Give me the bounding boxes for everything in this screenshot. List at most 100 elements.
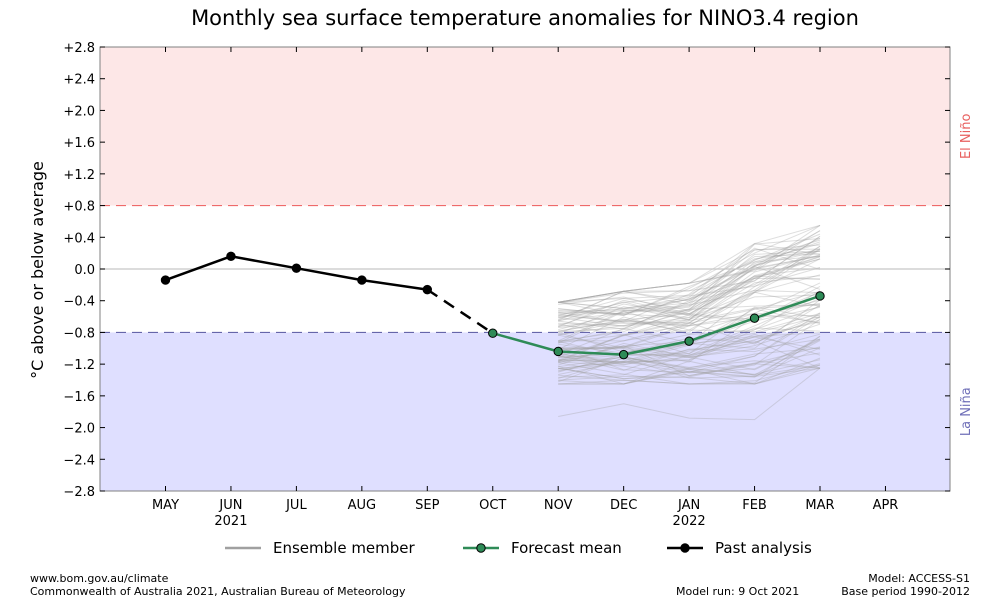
ensemble-member-line — [558, 356, 821, 375]
el-nino-label: El Niño — [959, 114, 974, 160]
ensemble-member-line — [558, 304, 821, 345]
ensemble-member-line — [558, 267, 821, 319]
legend-forecast-mean-marker — [476, 543, 486, 553]
ensemble-member-line — [558, 364, 821, 385]
y-tick-label: +2.0 — [63, 104, 95, 119]
y-tick-label: +1.6 — [63, 136, 95, 151]
x-tick-label: JAN — [677, 498, 700, 513]
ensemble-member-line — [558, 248, 821, 336]
ensemble-member-line — [558, 254, 821, 327]
legend: Ensemble member Forecast mean Past analysi… — [225, 539, 812, 557]
ensemble-member-line — [558, 304, 821, 342]
la-nina-zone — [100, 332, 950, 491]
ensemble-member-line — [558, 352, 821, 380]
y-tick-label: −2.0 — [63, 422, 95, 437]
background-zones — [100, 47, 950, 491]
ensemble-member-line — [558, 340, 821, 383]
ensemble-member-line — [558, 347, 821, 385]
ensemble-member-line — [558, 314, 821, 363]
x-tick-label: OCT — [479, 498, 506, 513]
ensemble-member-line — [558, 235, 821, 304]
x-year-label: 2021 — [214, 514, 247, 529]
connector-dashed-line — [426, 288, 494, 335]
ensemble-member-line — [558, 333, 821, 363]
forecast-mean-point — [553, 346, 563, 357]
forecast-mean-point — [749, 313, 760, 323]
ensemble-member-line — [557, 274, 821, 344]
ensemble-member-line — [558, 247, 821, 322]
x-tick-label: DEC — [610, 498, 637, 513]
ensemble-member-line — [558, 312, 821, 375]
la-nina-label: La Niña — [959, 387, 974, 436]
ensemble-member-line — [558, 224, 821, 316]
ensemble-member-line — [558, 297, 821, 357]
ensemble-member-line — [558, 250, 821, 306]
ensemble-member-line — [558, 248, 821, 333]
ensemble-member-line — [558, 241, 821, 303]
ensemble-member-line — [558, 318, 821, 377]
y-tick-label: +0.4 — [63, 231, 95, 246]
ensemble-member-line — [558, 316, 821, 373]
legend-ensemble-label: Ensemble member — [273, 539, 416, 557]
y-axis-label: °C above or below average — [28, 161, 47, 379]
past-analysis-point — [160, 275, 171, 285]
x-tick-label: APR — [873, 498, 899, 513]
ensemble-member-line — [558, 336, 821, 366]
ensemble-member-line — [558, 258, 821, 335]
ensemble-member-line — [558, 357, 821, 385]
x-tick-label: MAY — [152, 498, 179, 513]
past-analysis-point — [422, 284, 432, 295]
ensemble-member-line — [558, 245, 821, 328]
y-tick-label: −2.4 — [63, 453, 95, 468]
ensemble-member-line — [558, 239, 821, 321]
forecast-mean-point — [815, 291, 825, 301]
y-tick-label: +0.8 — [63, 200, 95, 215]
past-analysis-point — [226, 251, 236, 262]
ensemble-member-line — [558, 275, 821, 324]
footer-url: www.bom.gov.au/climate — [30, 572, 169, 585]
ensemble-member-line — [558, 238, 821, 322]
ensemble-member-line — [558, 248, 821, 323]
ensemble-member-line — [558, 339, 821, 371]
y-tick-label: +2.8 — [63, 41, 95, 56]
ensemble-member-line — [558, 319, 821, 378]
ensemble-member-line — [558, 233, 821, 303]
legend-past-analysis-marker — [680, 543, 690, 553]
ensemble-member-line — [558, 294, 821, 336]
ensemble-member-line — [558, 367, 821, 385]
ensemble-member-line — [558, 255, 821, 317]
y-tick-label: −2.8 — [63, 485, 95, 500]
ensemble-member-line — [558, 265, 821, 330]
y-tick-label: −0.4 — [63, 295, 95, 310]
ensemble-member-line — [557, 289, 821, 342]
ensemble-member-line — [558, 230, 821, 309]
ensemble-member-line — [558, 256, 821, 314]
ensemble-member-line — [558, 243, 821, 317]
footer-base-period: Base period 1990-2012 — [841, 585, 970, 598]
footer-right: Model: ACCESS-S1 Base period 1990-2012 — [841, 572, 970, 598]
y-tick-label: −1.6 — [63, 390, 95, 405]
ensemble-member-line — [558, 253, 821, 315]
x-tick-label: JUL — [285, 498, 307, 513]
ensemble-member-line — [558, 258, 821, 336]
x-tick-label: MAR — [805, 498, 834, 513]
ensemble-member-line — [558, 356, 821, 369]
y-tick-label: −0.8 — [63, 326, 95, 341]
forecast-mean-point — [488, 328, 498, 338]
x-tick-label: SEP — [415, 498, 439, 513]
forecast-mean-point — [618, 349, 629, 360]
ensemble-member-line — [558, 312, 821, 362]
ensemble-member-line — [558, 248, 821, 321]
ensemble-member-line — [557, 282, 821, 351]
ensemble-member-line — [558, 316, 821, 357]
ensemble-member-line — [558, 250, 821, 303]
x-year-label: 2022 — [673, 514, 706, 529]
y-tick-label: 0.0 — [74, 263, 95, 278]
y-tick-label: −1.2 — [63, 358, 95, 373]
ensemble-member-line — [558, 290, 821, 349]
ensemble-member-line — [558, 244, 821, 315]
ensemble-member-line — [558, 305, 821, 363]
ensemble-member-line — [558, 335, 821, 385]
x-tick-label: JUN — [218, 498, 242, 513]
